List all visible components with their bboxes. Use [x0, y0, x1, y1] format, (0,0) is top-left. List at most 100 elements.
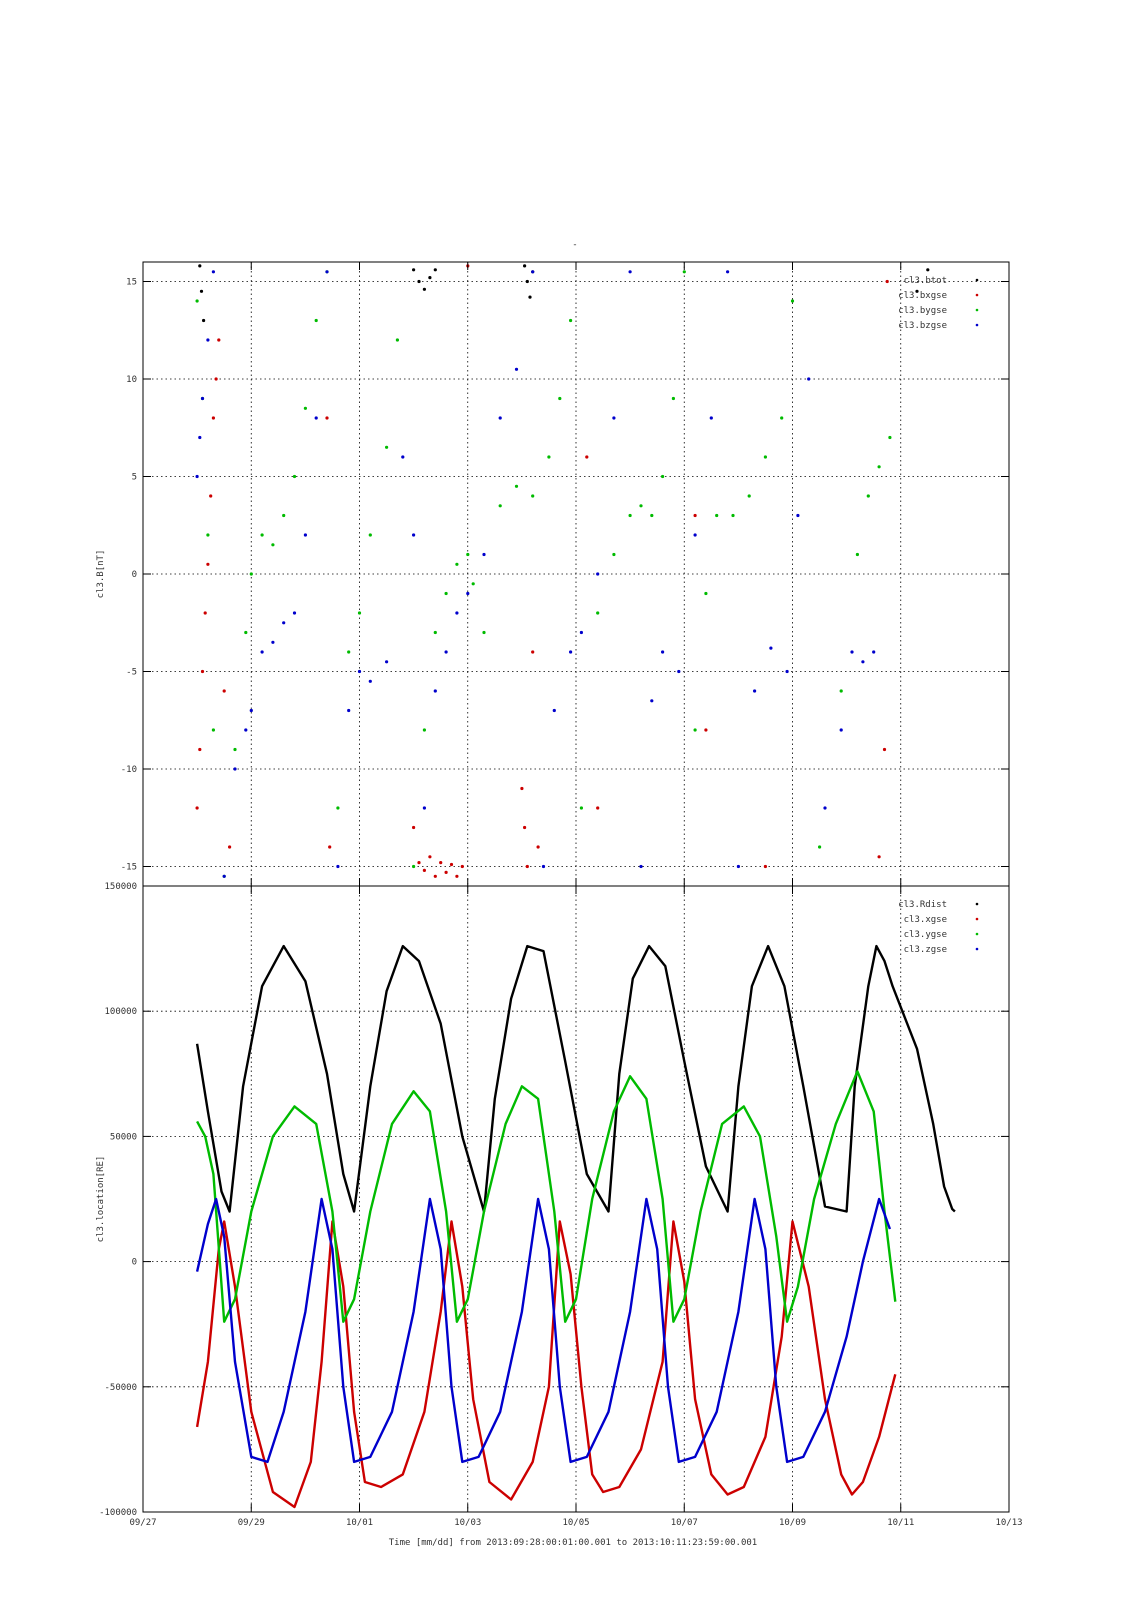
data-point-cl3-bzgse — [753, 689, 757, 693]
data-point-cl3-bxgse — [222, 689, 226, 693]
y-tick-label: -15 — [121, 863, 137, 873]
legend-marker — [975, 917, 979, 921]
data-point-cl3-bzgse — [325, 270, 329, 274]
legend-label: cl3.ygse — [904, 930, 947, 940]
data-point-cl3-bygse — [271, 543, 275, 547]
data-point-cl3-bygse — [444, 591, 448, 596]
data-point-cl3-bzgse — [357, 669, 362, 674]
location-panel: -100000 -50000 0 50000 100000 150000 09/27 09/2… — [96, 882, 1023, 1528]
data-point-cl3-bzgse — [650, 699, 654, 703]
y-tick-label: 0 — [132, 1258, 137, 1268]
legend-label: cl3.zgse — [904, 945, 947, 955]
y-tick-label: -5 — [126, 668, 137, 678]
y-axis-title: cl3.B[nT] — [96, 550, 106, 599]
data-point-cl3-btot — [428, 276, 432, 280]
legend-marker — [975, 278, 979, 282]
data-point-cl3-bxgse — [325, 416, 329, 420]
data-point-cl3-bygse — [790, 299, 795, 303]
y-tick-label: 100000 — [104, 1007, 137, 1017]
data-point-cl3-bzgse — [839, 728, 843, 732]
data-point-cl3-bygse — [303, 406, 307, 410]
data-point-cl3-bzgse — [514, 367, 519, 371]
data-point-cl3-bygse — [412, 864, 416, 869]
legend-label: cl3.bxgse — [898, 291, 947, 301]
data-point-cl3-bygse — [780, 416, 784, 420]
x-tick-label: 10/05 — [562, 1518, 589, 1528]
data-point-cl3-bzgse — [796, 513, 800, 518]
data-point-cl3-bzgse — [249, 708, 253, 713]
y-tick-label: 150000 — [104, 882, 137, 892]
data-point-cl3-bxgse — [200, 669, 205, 674]
data-point-cl3-bzgse — [596, 572, 600, 576]
data-point-cl3-bygse — [612, 552, 616, 557]
data-point-cl3-bygse — [569, 318, 573, 323]
legend-marker — [975, 293, 979, 297]
data-point-cl3-bxgse — [525, 864, 529, 869]
data-point-cl3-bxgse — [417, 861, 421, 865]
data-point-cl3-bygse — [639, 504, 643, 508]
data-point-cl3-bygse — [455, 562, 459, 566]
data-point-cl3-bygse — [282, 513, 286, 518]
data-point-cl3-bygse — [314, 318, 318, 323]
data-point-cl3-bzgse — [222, 874, 226, 878]
data-point-cl3-bygse — [482, 630, 486, 635]
legend-label: cl3.Rdist — [898, 900, 947, 910]
data-point-cl3-bygse — [336, 806, 340, 810]
data-point-cl3-bzgse — [872, 650, 876, 654]
data-point-cl3-btot — [528, 295, 532, 299]
data-point-cl3-bygse — [498, 504, 502, 508]
data-point-cl3-bxgse — [433, 874, 437, 878]
data-point-cl3-bxgse — [439, 861, 443, 865]
data-point-cl3-bzgse — [314, 416, 318, 420]
data-point-cl3-bygse — [866, 494, 870, 498]
data-point-cl3-bzgse — [482, 552, 486, 557]
data-point-cl3-bzgse — [303, 533, 307, 537]
data-point-cl3-bzgse — [433, 689, 437, 693]
data-point-cl3-bygse — [357, 611, 362, 615]
data-point-cl3-bxgse — [882, 747, 887, 752]
data-point-cl3-bzgse — [552, 708, 556, 713]
data-point-cl3-bzgse — [612, 416, 616, 420]
data-point-cl3-bzgse — [531, 270, 535, 274]
data-point-cl3-bzgse — [807, 377, 811, 381]
data-point-cl3-bzgse — [628, 270, 632, 274]
data-point-cl3-bzgse — [709, 416, 713, 420]
y-tick-label: 0 — [132, 570, 137, 580]
data-point-cl3-bygse — [596, 611, 600, 615]
x-tick-label: 10/03 — [454, 1518, 481, 1528]
data-point-cl3-bygse — [693, 728, 697, 732]
data-point-cl3-bxgse — [217, 338, 221, 342]
data-point-cl3-bxgse — [460, 864, 464, 869]
data-point-cl3-bygse — [195, 299, 199, 303]
data-point-cl3-bzgse — [385, 660, 389, 664]
legend-marker — [975, 932, 979, 936]
data-point-cl3-bzgse — [769, 646, 773, 650]
series-line-cl3-Rdist — [195, 944, 956, 1213]
data-point-cl3-bzgse — [292, 611, 297, 615]
data-point-cl3-bxgse — [209, 494, 213, 498]
y-tick-label: -100000 — [99, 1508, 137, 1518]
data-point-cl3-btot — [525, 279, 529, 284]
legend-label: cl3.btot — [904, 276, 947, 286]
data-point-cl3-bygse — [292, 474, 297, 479]
y-tick-label: -10 — [121, 765, 137, 775]
data-point-cl3-bzgse — [444, 650, 448, 654]
data-point-cl3-bygse — [531, 494, 535, 498]
data-point-cl3-bzgse — [736, 864, 741, 869]
data-point-cl3-bxgse — [198, 747, 202, 752]
data-point-cl3-bygse — [763, 455, 768, 459]
x-tick-label: 10/11 — [887, 1518, 914, 1528]
data-point-cl3-bxgse — [885, 279, 889, 284]
data-point-cl3-bxgse — [195, 806, 199, 810]
data-point-cl3-bygse — [704, 591, 708, 596]
y-tick-label: 10 — [126, 375, 137, 385]
data-point-cl3-bzgse — [639, 864, 643, 869]
figure-title: - — [572, 240, 577, 250]
data-point-cl3-bygse — [731, 513, 735, 518]
data-point-cl3-bzgse — [569, 650, 573, 654]
x-tick-label: 10/13 — [995, 1518, 1022, 1528]
x-tick-label: 09/27 — [129, 1518, 156, 1528]
legend-marker — [975, 947, 979, 951]
y-tick-label: 50000 — [110, 1132, 137, 1142]
data-point-cl3-bygse — [233, 747, 237, 752]
